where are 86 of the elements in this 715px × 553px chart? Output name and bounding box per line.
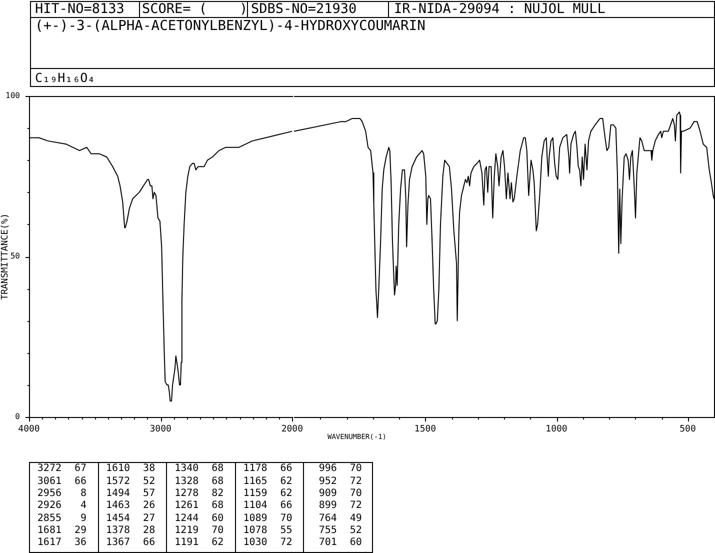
data-label: 70 <box>350 463 362 474</box>
data-label: 66 <box>143 537 156 548</box>
category-label: 764 <box>318 512 337 524</box>
text: HIT-NO=8133 <box>35 1 124 17</box>
data-label: 68 <box>212 500 224 512</box>
data-label: 72 <box>350 476 362 487</box>
category-label: 1191 <box>174 537 199 548</box>
text: SCORE= ( ) <box>142 1 248 17</box>
data-label: 66 <box>280 500 292 512</box>
data-label: 62 <box>280 476 292 487</box>
data-label: 72 <box>280 537 292 548</box>
data-label: 70 <box>350 488 362 499</box>
y-tick-label: 0 <box>15 412 20 422</box>
data-label: 82 <box>212 488 224 499</box>
x-tick-label: 2000 <box>281 424 304 435</box>
category-label: 1159 <box>243 488 268 499</box>
x-tick-label: 4000 <box>18 424 40 435</box>
data-label: 68 <box>212 463 224 474</box>
data-label: 29 <box>74 524 86 536</box>
category-label: 2926 <box>37 500 62 512</box>
category-label: 1219 <box>174 524 199 536</box>
chart-subtitle: C₁₉H₁₆O₄ <box>35 70 96 85</box>
category-label: 1089 <box>243 512 268 524</box>
category-label: 909 <box>318 488 337 499</box>
data-label: 52 <box>143 476 156 487</box>
data-label: 4 <box>80 500 86 512</box>
category-label: 1104 <box>243 500 268 512</box>
category-label: 1244 <box>174 512 199 524</box>
data-label: 68 <box>212 476 224 487</box>
data-label: 60 <box>212 512 224 524</box>
category-label: 701 <box>318 537 337 548</box>
text: SDBS-NO=21930 <box>251 1 357 17</box>
category-label: 1340 <box>174 463 199 474</box>
category-label: 899 <box>318 500 337 512</box>
data-label: 26 <box>143 500 156 512</box>
x-tick-label: 1500 <box>414 424 436 435</box>
data-label: 62 <box>280 488 292 499</box>
category-label: 1178 <box>243 463 268 474</box>
category-label: 1572 <box>106 476 130 487</box>
category-label: 1617 <box>37 537 62 548</box>
category-label: 1367 <box>106 537 130 548</box>
category-label: 1328 <box>174 476 199 487</box>
category-label: 3272 <box>37 463 62 474</box>
x-tick-label: 500 <box>680 424 696 435</box>
data-label: 70 <box>280 512 292 524</box>
data-label: 9 <box>80 512 86 524</box>
y-tick-label: 50 <box>10 252 20 261</box>
category-label: 2855 <box>37 512 62 524</box>
data-label: 60 <box>350 537 362 548</box>
y-axis-title: TRANSMITTANCE(%) <box>0 213 10 300</box>
category-label: 1261 <box>174 500 199 512</box>
x-tick-label: 1000 <box>546 424 568 435</box>
category-label: 952 <box>318 476 337 487</box>
category-label: 1494 <box>106 488 130 499</box>
category-label: 1454 <box>106 512 130 524</box>
data-label: 27 <box>143 512 156 524</box>
data-label: 57 <box>143 488 156 499</box>
category-label: 2956 <box>37 488 62 499</box>
category-label: 1165 <box>243 476 268 487</box>
category-label: 1030 <box>243 537 268 548</box>
category-label: 996 <box>318 463 337 474</box>
data-label: 62 <box>212 537 224 548</box>
text: IR-NIDA-29094 : NUJOL MULL <box>394 1 606 17</box>
data-label: 55 <box>280 524 292 536</box>
category-label: 1278 <box>174 488 199 499</box>
y-tick-label: 100 <box>6 91 20 100</box>
category-label: 1681 <box>37 524 62 536</box>
category-label: 1610 <box>106 463 130 474</box>
data-label: 8 <box>80 488 86 499</box>
data-label: 66 <box>280 463 292 474</box>
data-label: 52 <box>350 524 362 536</box>
data-label: 72 <box>350 500 362 512</box>
x-tick-label: 3000 <box>150 424 172 435</box>
data-label: 66 <box>74 476 86 487</box>
category-label: 1463 <box>106 500 130 512</box>
category-label: 1378 <box>106 524 130 536</box>
data-label: 67 <box>74 463 86 474</box>
category-label: 1078 <box>243 524 268 536</box>
data-label: 36 <box>74 537 86 548</box>
category-label: 755 <box>318 524 337 536</box>
data-label: 70 <box>212 524 224 536</box>
data-label: 28 <box>143 524 156 536</box>
chart-title: (+-)-3-(ALPHA-ACETONYLBENZYL)-4-HYDROXYCOUMARIN <box>35 18 426 34</box>
data-label: 49 <box>350 512 362 524</box>
data-label: 38 <box>143 463 156 474</box>
category-label: 3061 <box>37 476 62 487</box>
